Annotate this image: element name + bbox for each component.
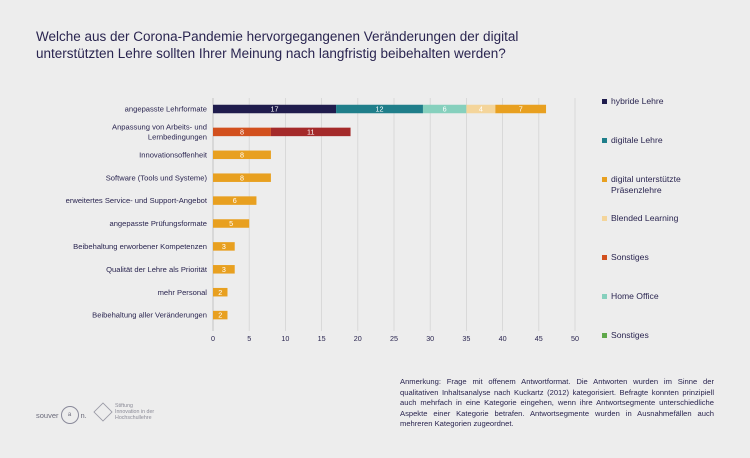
bar-value-label: 6 — [233, 196, 237, 205]
souveran-logo-mark-letter: a — [67, 412, 72, 418]
category-label: mehr Personal — [158, 288, 208, 297]
stiftung-logo-text: Stiftung Innovation in der Hochschullehr… — [115, 403, 154, 422]
legend-item: digitale Lehre — [602, 135, 663, 146]
bar-segment — [270, 127, 351, 137]
category-label: Beibehaltung erworbener Kompetenzen — [73, 242, 207, 251]
bar-segment — [336, 104, 423, 114]
legend-label: hybride Lehre — [611, 96, 664, 106]
bar-value-label: 5 — [229, 219, 233, 228]
x-tick-label: 45 — [535, 334, 543, 343]
x-tick-label: 30 — [426, 334, 434, 343]
x-tick-label: 0 — [211, 334, 215, 343]
chart-title-line-1: Welche aus der Corona-Pandemie hervorgeg… — [36, 29, 519, 44]
bar-value-label: 8 — [240, 173, 244, 182]
bar-value-label: 6 — [443, 105, 447, 114]
category-label: Lernbedingungen — [148, 133, 207, 142]
legend-label: Home Office — [611, 291, 659, 301]
category-label: Beibehaltung aller Veränderungen — [92, 311, 207, 320]
legend-label: Sonstiges — [611, 252, 649, 262]
bar-value-label: 12 — [376, 105, 384, 114]
bar-segment — [213, 242, 235, 251]
legend-swatch — [602, 177, 607, 182]
legend-swatch — [602, 333, 607, 338]
legend-swatch — [602, 216, 607, 221]
category-label: Qualität der Lehre als Priorität — [106, 265, 208, 274]
legend-swatch — [602, 99, 607, 104]
stiftung-line-3: Hochschullehre — [115, 415, 152, 422]
category-label: Innovationsoffenheit — [139, 150, 208, 159]
category-label: Software (Tools und Systeme) — [106, 173, 208, 182]
x-tick-label: 20 — [354, 334, 362, 343]
souveran-logo-text: souver — [36, 410, 59, 420]
stiftung-line-1: Stiftung — [115, 403, 133, 409]
bar-value-label: 2 — [218, 288, 222, 297]
legend-label: digitale Lehre — [611, 135, 663, 145]
bar-value-label: 7 — [519, 105, 523, 114]
legend-item: Sonstiges — [602, 330, 649, 341]
x-tick-label: 15 — [318, 334, 326, 343]
bar-segment — [213, 196, 257, 205]
bar-segment — [213, 265, 235, 274]
stiftung-cube-icon — [93, 402, 113, 422]
bar-segment — [466, 104, 496, 114]
bar-segment — [213, 173, 271, 182]
bar-value-label: 2 — [218, 311, 222, 320]
category-label: Anpassung von Arbeits- und — [112, 123, 207, 132]
souveran-logo: souver a n. — [36, 404, 87, 426]
bar-value-label: 3 — [222, 242, 226, 251]
bar-value-label: 4 — [479, 105, 483, 114]
souveran-logo-mark: a — [60, 406, 79, 424]
x-tick-label: 25 — [390, 334, 398, 343]
legend-swatch — [602, 255, 607, 260]
bar-value-label: 8 — [240, 150, 244, 159]
legend-item: Blended Learning — [602, 213, 678, 224]
bar-segment — [213, 150, 271, 160]
legend-label: Sonstiges — [611, 330, 649, 340]
x-tick-label: 5 — [247, 334, 251, 343]
x-tick-label: 40 — [499, 334, 507, 343]
bar-segment — [213, 219, 250, 228]
legend-label: digital unterstützte Präsenzlehre — [611, 174, 681, 195]
bar-value-label: 11 — [307, 128, 314, 137]
x-tick-label: 50 — [571, 334, 579, 343]
stiftung-line-2: Innovation in der — [115, 409, 155, 416]
bar-segment — [213, 127, 271, 137]
legend-swatch — [602, 138, 607, 143]
bar-segment — [213, 287, 228, 297]
legend-item: Home Office — [602, 291, 659, 302]
legend-item: digital unterstützte Präsenzlehre — [602, 174, 729, 196]
category-label: angepasste Lehrformate — [125, 105, 207, 114]
legend-label: Blended Learning — [611, 213, 679, 223]
stiftung-logo: Stiftung Innovation in der Hochschullehr… — [93, 402, 154, 422]
bar-segment — [495, 104, 547, 114]
footnote: Anmerkung: Frage mit offenem Antwortform… — [400, 377, 714, 428]
x-tick-label: 35 — [462, 334, 470, 343]
bar-value-label: 17 — [271, 105, 279, 114]
x-tick-label: 10 — [281, 334, 289, 343]
bar-value-label: 8 — [240, 128, 244, 137]
bar-value-label: 3 — [222, 265, 226, 274]
legend-item: Sonstiges — [602, 252, 649, 263]
souveran-logo-tail: n. — [80, 410, 87, 420]
category-label: erweitertes Service- und Support-Angebot — [66, 196, 208, 205]
category-label: angepasste Prüfungsformate — [109, 219, 207, 228]
legend-swatch — [602, 294, 607, 299]
chart-title-line-2: unterstützten Lehre sollten Ihrer Meinun… — [36, 46, 506, 61]
chart-title: Welche aus der Corona-Pandemie hervorgeg… — [36, 28, 596, 62]
bar-segment — [213, 310, 228, 320]
legend-item: hybride Lehre — [602, 96, 664, 107]
bar-segment — [422, 104, 467, 114]
bar-segment — [213, 104, 337, 114]
